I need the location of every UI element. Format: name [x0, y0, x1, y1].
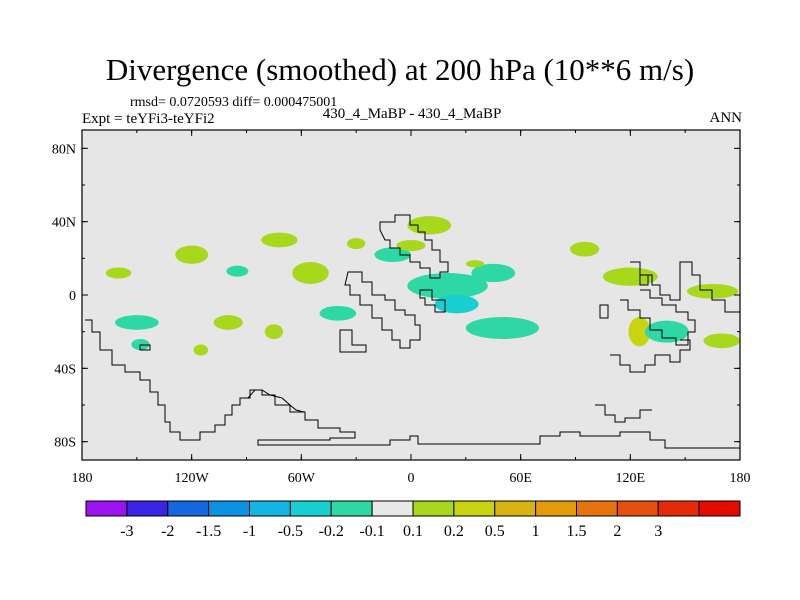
colorbar-swatch-9 [453, 500, 496, 517]
colorbar-swatch-3 [208, 500, 250, 517]
divergence-region-9 [434, 295, 479, 314]
divergence-region-17 [703, 333, 740, 349]
colorbar-label-3: -1 [243, 523, 256, 540]
lon-tick-label-1: 120W [175, 471, 210, 486]
colorbar-label-1: -2 [161, 523, 174, 540]
season-label: ANN [709, 110, 743, 126]
map-background [82, 130, 740, 460]
coastline-mideast [419, 289, 446, 313]
colorbar-swatch-12 [576, 500, 618, 517]
colorbar-swatch-6 [330, 500, 373, 517]
coastline-south-america [85, 319, 740, 449]
lon-tick-label-5: 120E [616, 471, 646, 486]
divergence-region-2 [226, 265, 249, 277]
coastlines [85, 214, 740, 449]
lon-tick-label-3: 0 [408, 471, 415, 486]
colorbar: -3 -2 -1.5 -1 -0.5 -0.2 -0.1 0.1 0.2 0.5 1 1.5 2 3 [85, 500, 741, 540]
divergence-region-0 [105, 267, 132, 279]
lon-tick-label-4: 60E [509, 471, 532, 486]
divergence-region-25 [465, 260, 485, 268]
divergence-region-5 [347, 238, 366, 250]
coastline-africa [344, 271, 421, 349]
colorbar-swatch-15 [698, 500, 741, 517]
colorbar-label-6: -0.1 [359, 523, 384, 540]
divergence-region-15 [644, 320, 689, 343]
colorbar-swatch-13 [616, 500, 659, 517]
longitude-axis: 180 120W 60W 0 60E 120E 180 [72, 130, 751, 486]
divergence-region-4 [292, 262, 329, 284]
colorbar-label-13: 3 [654, 523, 662, 540]
colorbar-label-0: -3 [120, 523, 133, 540]
divergence-region-12 [570, 241, 600, 257]
divergence-region-19 [213, 315, 243, 330]
colorbar-label-12: 2 [613, 523, 621, 540]
lon-tick-label-2: 60W [288, 471, 316, 486]
lon-tick-label-0: 180 [72, 471, 93, 486]
divergence-region-24 [396, 240, 426, 251]
colorbar-swatch-2 [167, 500, 210, 517]
colorbar-swatch-5 [289, 500, 332, 517]
lat-tick-label-0: 80N [52, 142, 76, 157]
colorbar-label-2: -1.5 [196, 523, 221, 540]
divergence-region-14 [628, 317, 651, 347]
divergence-region-11 [465, 317, 539, 339]
colorbar-label-11: 1.5 [567, 523, 587, 540]
colorbar-swatch-11 [535, 500, 577, 517]
coastline-islands-1 [639, 274, 649, 286]
divergence-region-22 [193, 344, 209, 356]
divergence-region-3 [261, 232, 298, 248]
colorbar-label-7: 0.1 [403, 523, 423, 540]
divergence-region-10 [471, 263, 516, 283]
latitude-axis: 80N 40N 0 40S 80S [52, 142, 740, 451]
experiment-label: Expt = teYFi3-teYFi2 [82, 111, 215, 127]
colorbar-swatch-10 [494, 500, 537, 517]
coastline-antarctic-peninsula [247, 389, 305, 413]
divergence-region-8 [407, 273, 488, 299]
coastline-americas-north [379, 214, 449, 279]
coastline-africa-south [339, 329, 367, 353]
divergence-region-6 [374, 247, 411, 262]
lat-tick-label-3: 40S [54, 362, 76, 377]
colorbar-label-4: -0.5 [278, 523, 303, 540]
colorbar-label-10: 1 [532, 523, 540, 540]
coastline-asia [630, 261, 740, 313]
divergence-region-1 [175, 245, 209, 264]
divergence-region-20 [264, 324, 284, 339]
divergence-region-16 [686, 284, 739, 299]
coastline-indonesia [620, 289, 696, 346]
colorbar-swatch-8 [412, 500, 455, 517]
plot-title: Divergence (smoothed) at 200 hPa (10**6 … [105, 52, 695, 87]
coastline-islands-3 [139, 344, 151, 351]
divergence-region-18 [114, 315, 159, 330]
lat-tick-label-2: 0 [69, 289, 76, 304]
lat-tick-label-4: 80S [54, 436, 76, 451]
colorbar-swatch-14 [657, 500, 700, 517]
stats-label: rmsd= 0.0720593 diff= 0.000475001 [130, 95, 338, 110]
coastline-australia [610, 339, 691, 373]
divergence-region-13 [602, 267, 658, 286]
colorbar-swatch-1 [126, 500, 169, 517]
colorbar-swatch-4 [249, 500, 291, 517]
colorbar-label-5: -0.2 [319, 523, 344, 540]
divergence-region-21 [319, 306, 357, 321]
lon-tick-label-6: 180 [730, 471, 751, 486]
colorbar-swatch-7 [371, 500, 414, 517]
colorbar-label-9: 0.5 [485, 523, 505, 540]
coastline-antarctica-east [595, 404, 652, 423]
coastline-islands-2 [599, 304, 609, 319]
lat-tick-label-1: 40N [52, 216, 76, 231]
colorbar-label-8: 0.2 [444, 523, 464, 540]
divergence-regions [105, 216, 740, 356]
colorbar-swatch-0 [85, 500, 128, 517]
cases-label: 430_4_MaBP - 430_4_MaBP [322, 106, 502, 122]
